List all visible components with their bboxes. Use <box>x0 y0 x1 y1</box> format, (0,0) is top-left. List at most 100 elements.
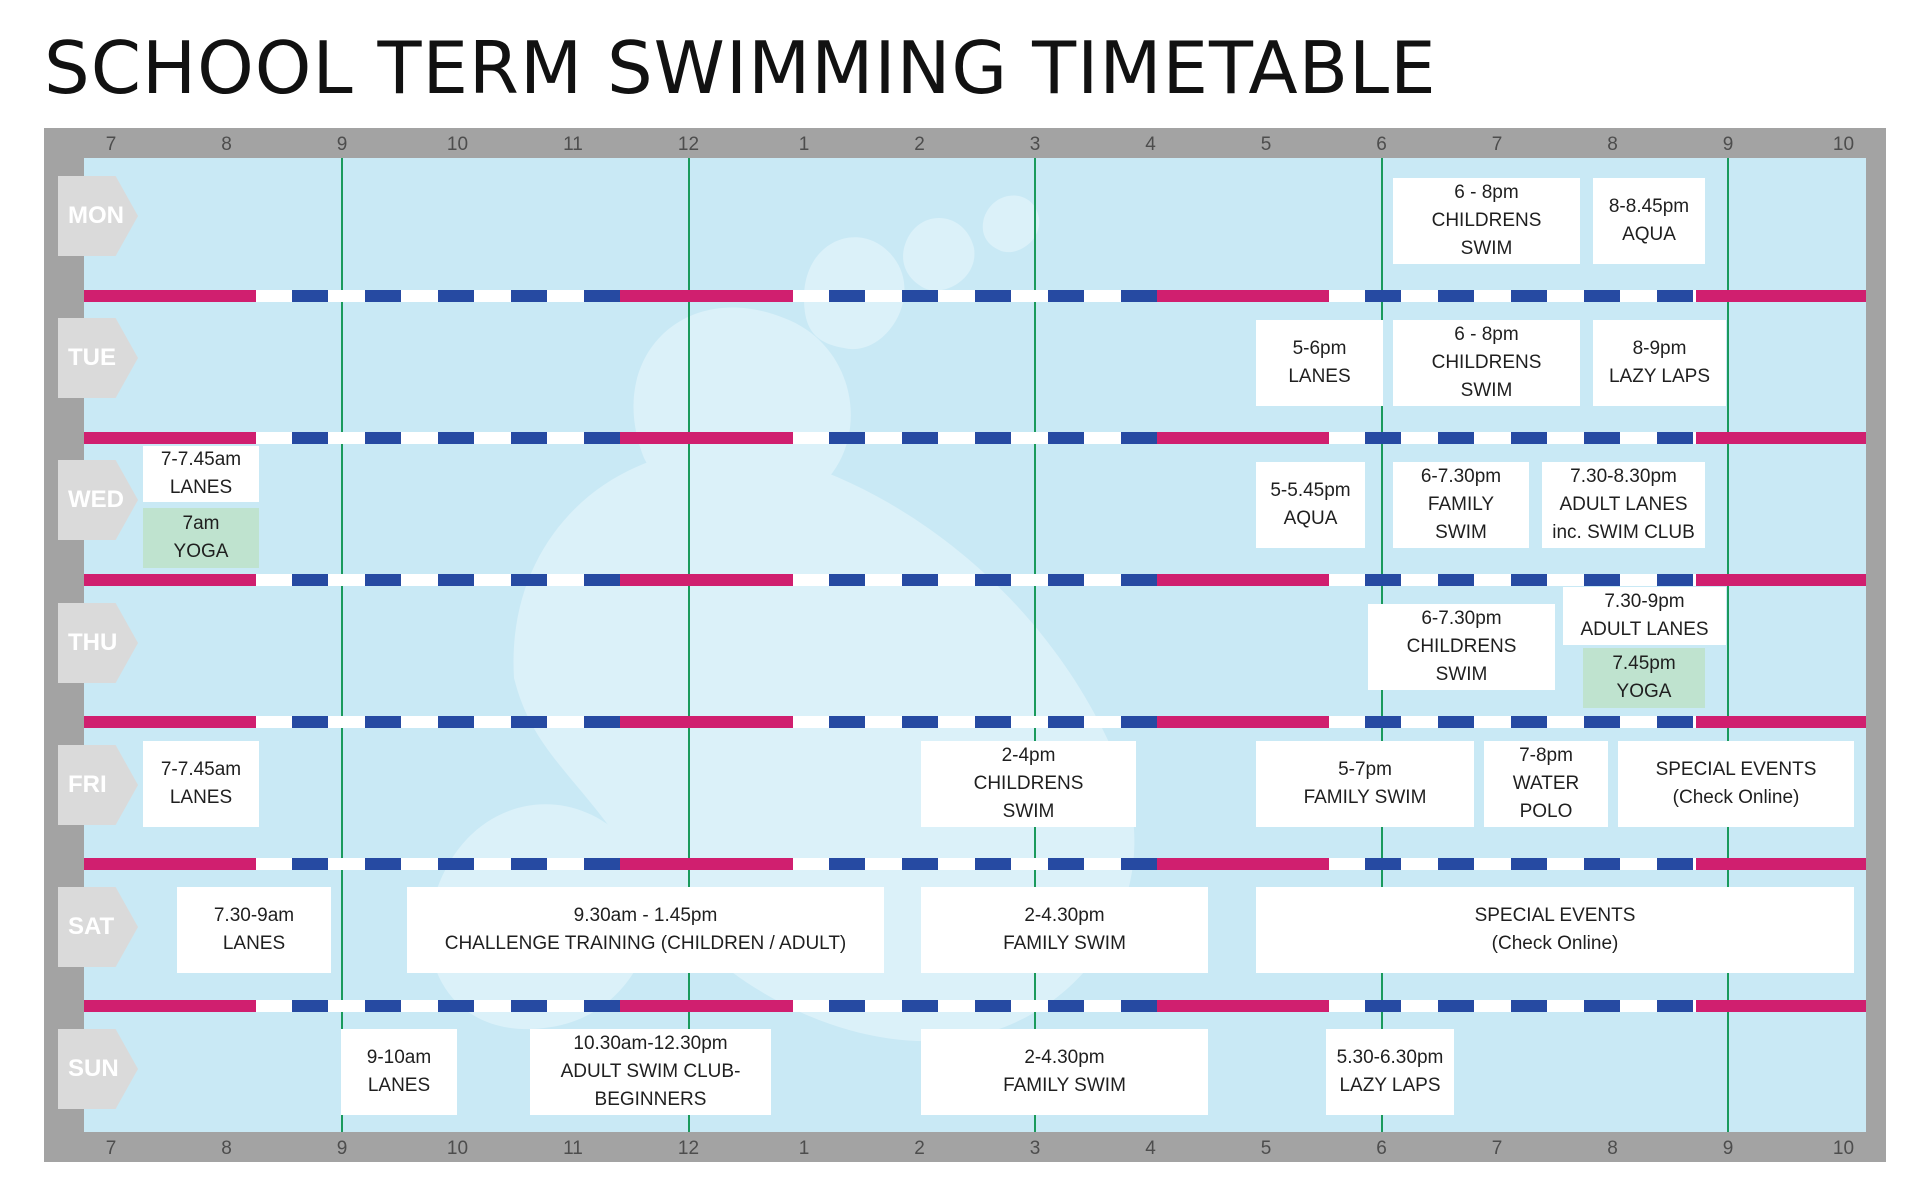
hour-tick-label: 7 <box>105 134 117 155</box>
session-name: YOGA <box>173 541 229 562</box>
hour-tick-label: 3 <box>1029 1138 1041 1159</box>
session-card: 6 - 8pm CHILDRENS SWIM <box>1393 320 1580 406</box>
hour-tick-label: 5 <box>1260 134 1272 155</box>
session-time: 5-6pm <box>1292 338 1347 359</box>
hour-gridline <box>1727 158 1729 1132</box>
session-name: ADULT LANES <box>1559 494 1688 515</box>
session-card: 5-6pm LANES <box>1256 320 1383 406</box>
session-card: 6 - 8pm CHILDRENS SWIM <box>1393 178 1580 264</box>
hour-tick-label: 9 <box>1722 1138 1734 1159</box>
session-name: FAMILY SWIM <box>1003 933 1126 954</box>
pool-water <box>84 158 1866 1132</box>
session-time: 5-7pm <box>1338 759 1392 780</box>
session-time: 9.30am - 1.45pm <box>573 905 718 926</box>
session-card: SPECIAL EVENTS (Check Online) <box>1618 741 1854 827</box>
yoga-session: 7.45pm YOGA <box>1583 648 1705 708</box>
session-time: 6 - 8pm <box>1454 182 1519 203</box>
page-title: SCHOOL TERM SWIMMING TIMETABLE <box>44 26 1437 110</box>
session-card: 10.30am-12.30pm ADULT SWIM CLUB- BEGINNERS <box>530 1029 771 1115</box>
session-name: CHALLENGE TRAINING (CHILDREN / ADULT) <box>444 933 847 954</box>
session-name: SWIM <box>1435 664 1488 685</box>
hour-tick-label: 10 <box>1832 134 1855 155</box>
session-time: SPECIAL EVENTS <box>1655 759 1817 780</box>
session-time: 9-10am <box>366 1047 432 1068</box>
session-card: 5.30-6.30pm LAZY LAPS <box>1326 1029 1454 1115</box>
session-time: 5.30-6.30pm <box>1336 1047 1444 1068</box>
session-card: SPECIAL EVENTS (Check Online) <box>1256 887 1854 973</box>
hour-tick-label: 8 <box>221 134 232 155</box>
session-name: SWIM <box>1002 801 1055 822</box>
session-name: LANES <box>367 1075 431 1096</box>
session-card: 9.30am - 1.45pm CHALLENGE TRAINING (CHILD… <box>407 887 884 973</box>
session-name: LAZY LAPS <box>1339 1075 1441 1096</box>
lane-rope <box>84 573 1866 586</box>
session-time: 8-9pm <box>1632 338 1687 359</box>
session-card: 7-7.45am LANES <box>143 446 259 502</box>
hour-tick-label: 9 <box>336 1138 348 1159</box>
hour-tick-label: 10 <box>446 1138 469 1159</box>
session-card: 6-7.30pm CHILDRENS SWIM <box>1368 604 1555 690</box>
hour-tick-label: 4 <box>1145 134 1156 155</box>
session-time: 7.30-9am <box>213 905 295 926</box>
hour-gridline <box>687 158 690 1132</box>
session-card: 2-4pm CHILDRENS SWIM <box>921 741 1136 827</box>
session-name: FAMILY SWIM <box>1303 787 1427 808</box>
session-card: 6-7.30pm FAMILY SWIM <box>1393 462 1529 548</box>
session-name: BEGINNERS <box>594 1089 707 1110</box>
session-name: LANES <box>1288 366 1351 387</box>
session-time: 2-4.30pm <box>1024 1047 1105 1068</box>
session-name: CHILDRENS <box>1431 210 1542 231</box>
session-name: (Check Online) <box>1491 933 1619 954</box>
session-time: 6-7.30pm <box>1420 466 1502 487</box>
hour-tick-label: 5 <box>1260 1138 1272 1159</box>
session-card: 5-5.45pm AQUA <box>1256 462 1365 548</box>
session-name: LAZY LAPS <box>1608 366 1711 387</box>
session-name: FAMILY SWIM <box>1003 1075 1126 1096</box>
session-name: (Check Online) <box>1672 787 1800 808</box>
hour-tick-label: 7 <box>1491 1138 1503 1159</box>
session-name: SWIM <box>1435 522 1487 543</box>
hour-tick-label: 9 <box>1722 134 1734 155</box>
hour-tick-label: 11 <box>563 134 583 155</box>
session-time: 7-7.45am <box>160 449 242 470</box>
lane-rope <box>84 857 1866 870</box>
session-name: AQUA <box>1622 224 1676 245</box>
session-name: ADULT LANES <box>1580 619 1709 640</box>
hour-tick-label: 7 <box>105 1138 117 1159</box>
session-name: LANES <box>169 477 233 498</box>
session-card: 2-4.30pm FAMILY SWIM <box>921 887 1208 973</box>
session-card: 7.30-8.30pm ADULT LANES inc. SWIM CLUB <box>1542 462 1705 548</box>
session-name: FAMILY <box>1427 494 1495 515</box>
hour-tick-label: 10 <box>446 134 469 155</box>
hour-tick-label: 8 <box>221 1138 232 1159</box>
session-time: 7-8pm <box>1519 745 1573 766</box>
session-card: 7.30-9pm ADULT LANES <box>1563 587 1726 645</box>
splash-watermark <box>429 195 1135 1042</box>
session-card: 9-10am LANES <box>341 1029 457 1115</box>
lane-rope <box>84 289 1866 302</box>
session-time: SPECIAL EVENTS <box>1474 905 1636 926</box>
hour-gridline <box>341 158 343 1132</box>
session-time: 7-7.45am <box>160 759 242 780</box>
session-time: 10.30am-12.30pm <box>573 1033 728 1054</box>
session-name: CHILDRENS <box>1406 636 1517 657</box>
session-time: 6-7.30pm <box>1421 608 1502 629</box>
hour-tick-label: 12 <box>677 134 700 155</box>
session-time: 5-5.45pm <box>1270 480 1351 501</box>
hour-tick-label: 6 <box>1376 1138 1387 1159</box>
session-name: YOGA <box>1616 681 1672 702</box>
session-name: SWIM <box>1460 380 1513 401</box>
lane-rope <box>84 715 1866 728</box>
hour-tick-label: 1 <box>798 1138 810 1159</box>
hour-tick-label: 1 <box>798 134 810 155</box>
hour-tick-label: 4 <box>1145 1138 1156 1159</box>
session-card: 7-7.45am LANES <box>143 741 259 827</box>
session-card: 7.30-9am LANES <box>177 887 331 973</box>
session-time: 2-4.30pm <box>1024 905 1105 926</box>
session-time: 7am <box>182 513 220 534</box>
session-name: ADULT SWIM CLUB- <box>560 1061 741 1082</box>
session-card: 7-8pm WATER POLO <box>1484 741 1608 827</box>
session-name: AQUA <box>1283 508 1338 529</box>
session-time: 7.30-8.30pm <box>1570 466 1677 487</box>
hour-tick-label: 3 <box>1029 134 1041 155</box>
